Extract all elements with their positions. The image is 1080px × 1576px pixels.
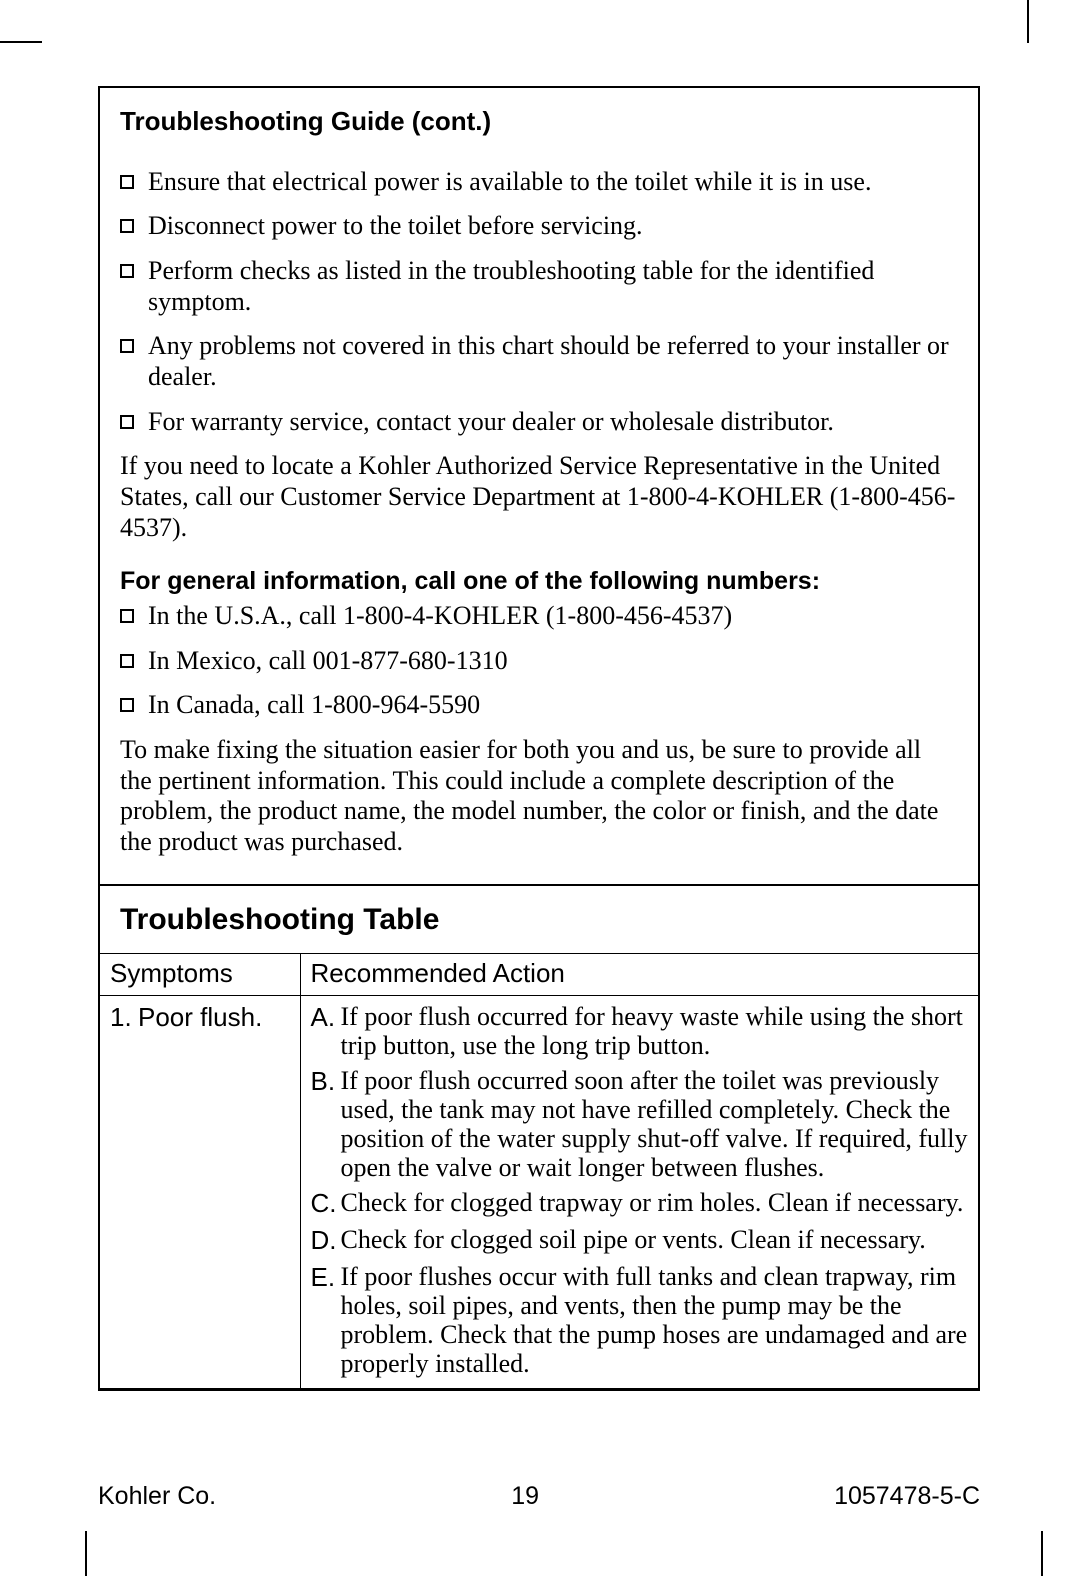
checkbox-icon (120, 654, 134, 668)
action-letter: D. (311, 1225, 341, 1256)
action-item: A. If poor flush occurred for heavy wast… (311, 1002, 969, 1060)
action-cell: A. If poor flush occurred for heavy wast… (300, 995, 978, 1388)
check-text: Disconnect power to the toilet before se… (148, 211, 958, 242)
check-item: Any problems not covered in this chart s… (120, 331, 958, 392)
action-text: Check for clogged soil pipe or vents. Cl… (341, 1225, 969, 1256)
crop-mark-icon (0, 41, 42, 43)
action-text: Check for clogged trapway or rim holes. … (341, 1188, 969, 1219)
action-letter: B. (311, 1066, 341, 1182)
footer-company: Kohler Co. (98, 1482, 216, 1511)
check-text: In Canada, call 1-800-964-5590 (148, 690, 958, 721)
subheading-general-info: For general information, call one of the… (120, 567, 958, 597)
check-text: In the U.S.A., call 1-800-4-KOHLER (1-80… (148, 601, 958, 632)
crop-mark-icon (85, 1531, 87, 1576)
checkbox-icon (120, 415, 134, 429)
troubleshooting-table: Symptoms Recommended Action 1. Poor flus… (100, 953, 978, 1389)
content-frame: Troubleshooting Guide (cont.) Ensure tha… (98, 86, 980, 1391)
action-item: C. Check for clogged trapway or rim hole… (311, 1188, 969, 1219)
action-item: B. If poor flush occurred soon after the… (311, 1066, 969, 1182)
symptom-cell: 1. Poor flush. (100, 995, 300, 1388)
table-title: Troubleshooting Table (100, 884, 978, 953)
action-letter: C. (311, 1188, 341, 1219)
check-text: Perform checks as listed in the troubles… (148, 256, 958, 317)
check-text: In Mexico, call 001-877-680-1310 (148, 646, 958, 677)
checkbox-icon (120, 175, 134, 189)
action-letter: A. (311, 1002, 341, 1060)
table-row: 1. Poor flush. A. If poor flush occurred… (100, 995, 978, 1388)
section-title: Troubleshooting Guide (cont.) (120, 106, 958, 137)
footer-page-number: 19 (511, 1482, 539, 1511)
checkbox-icon (120, 339, 134, 353)
check-item: In the U.S.A., call 1-800-4-KOHLER (1-80… (120, 601, 958, 632)
crop-mark-icon (1027, 0, 1029, 43)
checklist-phone: In the U.S.A., call 1-800-4-KOHLER (1-80… (120, 601, 958, 721)
checkbox-icon (120, 219, 134, 233)
action-text: If poor flushes occur with full tanks an… (341, 1262, 969, 1378)
check-item: Perform checks as listed in the troubles… (120, 256, 958, 317)
action-item: D. Check for clogged soil pipe or vents.… (311, 1225, 969, 1256)
check-text: Ensure that electrical power is availabl… (148, 167, 958, 198)
checkbox-icon (120, 264, 134, 278)
footer-doc-number: 1057478-5-C (834, 1482, 980, 1511)
check-text: Any problems not covered in this chart s… (148, 331, 958, 392)
check-text: For warranty service, contact your deale… (148, 407, 958, 438)
symptom-text: Poor flush. (138, 1002, 290, 1033)
check-item: In Canada, call 1-800-964-5590 (120, 690, 958, 721)
column-header-symptoms: Symptoms (100, 953, 300, 995)
page-footer: Kohler Co. 19 1057478-5-C (98, 1482, 980, 1511)
action-letter: E. (311, 1262, 341, 1378)
paragraph-locate-rep: If you need to locate a Kohler Authorize… (120, 451, 958, 543)
paragraph-provide-info: To make fixing the situation easier for … (120, 735, 958, 858)
action-text: If poor flush occurred soon after the to… (341, 1066, 969, 1182)
checkbox-icon (120, 609, 134, 623)
check-item: For warranty service, contact your deale… (120, 407, 958, 438)
action-text: If poor flush occurred for heavy waste w… (341, 1002, 969, 1060)
check-item: In Mexico, call 001-877-680-1310 (120, 646, 958, 677)
page: Troubleshooting Guide (cont.) Ensure tha… (0, 0, 1080, 1397)
column-header-action: Recommended Action (300, 953, 978, 995)
checklist-general: Ensure that electrical power is availabl… (120, 167, 958, 438)
check-item: Ensure that electrical power is availabl… (120, 167, 958, 198)
check-item: Disconnect power to the toilet before se… (120, 211, 958, 242)
action-item: E. If poor flushes occur with full tanks… (311, 1262, 969, 1378)
symptom-number: 1. (110, 1002, 138, 1033)
crop-mark-icon (1041, 1531, 1043, 1576)
table-header-row: Symptoms Recommended Action (100, 953, 978, 995)
checkbox-icon (120, 698, 134, 712)
